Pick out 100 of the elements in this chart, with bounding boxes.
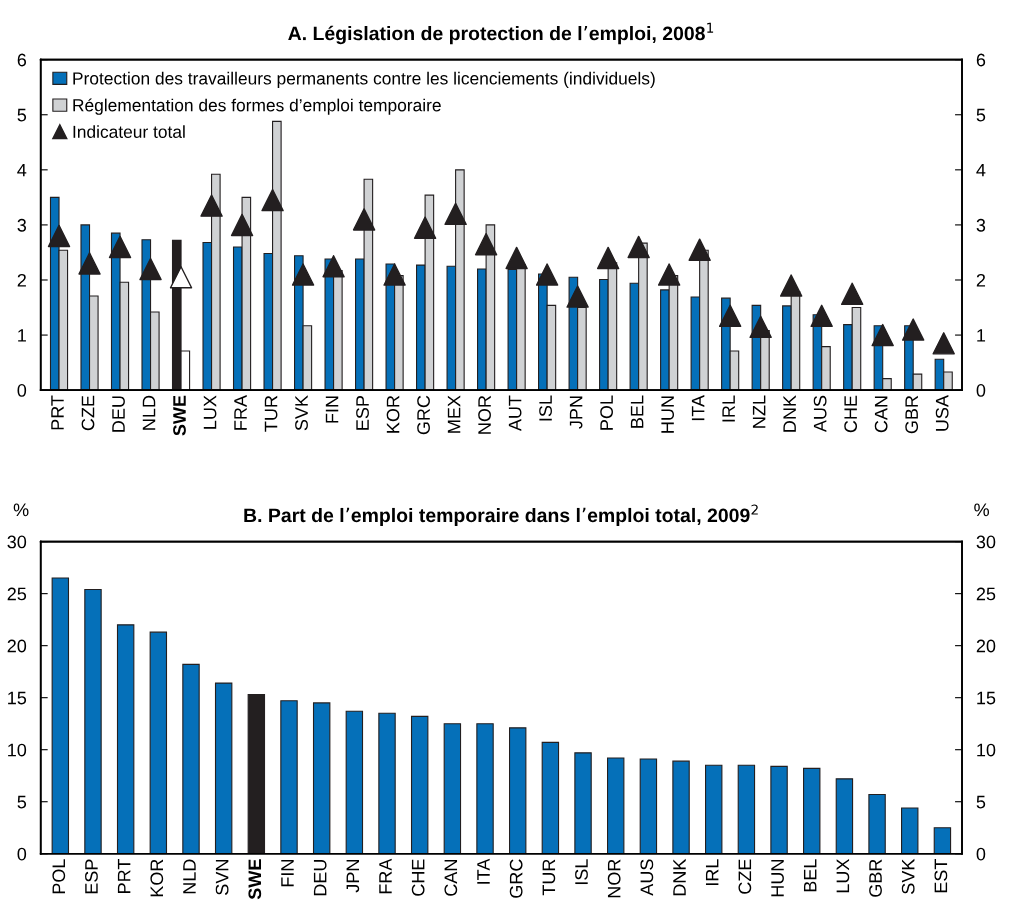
x-tick-label: CHE xyxy=(411,859,425,896)
bar xyxy=(508,727,527,854)
bar xyxy=(84,588,102,854)
x-tick-label: IRL xyxy=(705,859,719,886)
x-tick-label: CZE xyxy=(738,859,752,894)
y-tick-label: 3 xyxy=(17,218,27,232)
x-tick-label: NOR xyxy=(478,395,491,434)
bar xyxy=(770,765,788,854)
point xyxy=(78,252,101,275)
y2-tick-label: 15 xyxy=(977,691,996,705)
bar xyxy=(214,682,233,854)
x-tick-label: SVK xyxy=(901,858,915,894)
x-tick-label: SWE xyxy=(248,859,262,900)
x-tick-label: POL xyxy=(600,395,613,430)
point xyxy=(901,318,925,341)
legend-label: Réglementation des formes d’emploi temporaire xyxy=(73,98,441,115)
x-tick-label: EST xyxy=(934,859,948,893)
x-tick-label: PRT xyxy=(117,859,131,893)
bar xyxy=(247,694,266,854)
legend-label: Indicateur total xyxy=(73,125,185,138)
y-tick-label: 15 xyxy=(8,691,27,705)
x-tick-label: GRC xyxy=(417,395,430,435)
bar xyxy=(116,624,135,854)
point xyxy=(261,188,284,212)
y2-axis-title: % xyxy=(974,503,990,517)
chart-title: A. Législation de protection de l’emploi, 2008$^{1}$ xyxy=(288,22,714,45)
x-tick-label: GRC xyxy=(509,859,523,898)
y2-tick-label: 5 xyxy=(976,795,986,809)
y2-tick-label: 6 xyxy=(976,53,986,67)
point xyxy=(444,202,467,226)
bar xyxy=(574,752,592,854)
x-tick-label: DEU xyxy=(112,396,125,432)
x-tick-label: MEX xyxy=(447,395,461,433)
y-tick-label: 5 xyxy=(17,108,27,122)
bar xyxy=(182,663,200,854)
y2-tick-label: 0 xyxy=(976,384,986,397)
x-tick-label: LUX xyxy=(203,395,217,429)
x-tick-label: ITA xyxy=(691,395,705,421)
point xyxy=(718,304,742,328)
point xyxy=(230,213,254,237)
x-tick-label: DEU xyxy=(313,860,327,896)
point xyxy=(871,323,894,347)
x-tick-label: HUN xyxy=(771,860,784,897)
x-tick-label: JPN xyxy=(346,860,360,893)
point xyxy=(535,263,559,286)
bar xyxy=(868,793,886,854)
bar xyxy=(901,807,919,854)
x-tick-label: KOR xyxy=(386,395,400,433)
bar xyxy=(410,715,429,854)
y-tick-label: 0 xyxy=(17,847,27,861)
y2-tick-label: 5 xyxy=(976,108,986,122)
bar xyxy=(476,723,494,854)
bar xyxy=(541,741,560,854)
x-tick-label: GBR xyxy=(869,859,882,897)
y-tick-label: 5 xyxy=(17,795,27,809)
point xyxy=(200,194,223,217)
chart-title: B. Part de l’emploi temporaire dans l’emploi total, 2009$^{2}$ xyxy=(244,504,758,527)
y2-tick-label: 2 xyxy=(976,273,986,287)
x-tick-label: ISL xyxy=(575,859,588,885)
x-tick-label: NZL xyxy=(752,395,766,428)
x-tick-label: CZE xyxy=(81,395,95,431)
bar xyxy=(737,764,756,854)
point xyxy=(566,285,589,308)
y2-tick-label: 30 xyxy=(976,535,996,549)
point xyxy=(932,332,955,355)
x-tick-label: ITA xyxy=(477,858,490,884)
x-tick-label: FRA xyxy=(234,395,247,430)
y-tick-label: 10 xyxy=(8,743,27,757)
x-tick-label: POL xyxy=(52,859,66,894)
x-tick-label: FRA xyxy=(379,858,392,894)
legend-label: Protection des travailleurs permanents contre les licenciements (individuels) xyxy=(73,71,655,89)
y-tick-label: 0 xyxy=(17,384,27,397)
point xyxy=(139,257,162,281)
point xyxy=(474,232,498,256)
y2-tick-label: 4 xyxy=(976,163,986,177)
point xyxy=(840,282,864,305)
x-tick-label: CAN xyxy=(874,396,888,433)
x-tick-label: HUN xyxy=(661,396,674,433)
y2-tick-label: 0 xyxy=(976,847,986,861)
x-tick-label: BEL xyxy=(803,859,817,892)
x-tick-label: ESP xyxy=(85,859,98,894)
x-tick-label: IRL xyxy=(722,395,735,422)
y2-tick-label: 20 xyxy=(976,639,996,653)
x-tick-label: TUR xyxy=(542,859,556,896)
x-tick-label: TUR xyxy=(264,395,278,432)
point xyxy=(413,216,437,239)
y2-tick-label: 10 xyxy=(977,743,996,757)
x-tick-label: DNK xyxy=(783,395,796,432)
y2-tick-label: 3 xyxy=(976,218,986,232)
x-tick-label: LUX xyxy=(836,858,850,893)
x-tick-label: PRT xyxy=(51,395,64,430)
x-tick-label: ESP xyxy=(356,395,369,430)
point xyxy=(749,315,772,339)
bar xyxy=(51,577,70,854)
bar xyxy=(345,710,364,854)
point xyxy=(169,266,193,289)
x-tick-label: GBR xyxy=(905,395,919,434)
bar xyxy=(606,757,625,854)
x-tick-label: AUS xyxy=(640,859,654,896)
x-tick-label: FIN xyxy=(325,396,339,423)
